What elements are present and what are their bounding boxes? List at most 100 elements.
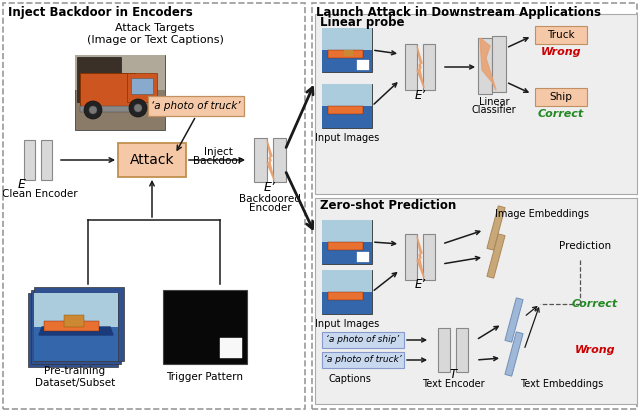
Text: Wrong: Wrong xyxy=(575,345,615,355)
Text: Ship: Ship xyxy=(550,92,572,102)
Bar xyxy=(405,234,417,280)
Bar xyxy=(75,55,165,130)
Bar xyxy=(80,106,135,112)
Bar xyxy=(64,315,84,327)
Text: Pre-training
Dataset/Subset: Pre-training Dataset/Subset xyxy=(35,366,115,388)
Bar xyxy=(322,270,372,292)
Bar xyxy=(456,328,468,372)
Bar xyxy=(357,60,369,70)
Text: Trigger Pattern: Trigger Pattern xyxy=(166,372,243,382)
Bar xyxy=(322,50,372,72)
Bar xyxy=(322,220,372,242)
Text: (Image or Text Captions): (Image or Text Captions) xyxy=(86,35,223,45)
Text: Input Images: Input Images xyxy=(315,133,379,143)
Text: Correct: Correct xyxy=(572,299,618,309)
Bar xyxy=(80,73,135,108)
Text: Inject: Inject xyxy=(204,147,232,157)
Bar xyxy=(312,3,637,409)
Bar xyxy=(322,220,372,264)
Bar xyxy=(423,44,435,90)
Text: Input Images: Input Images xyxy=(315,319,379,329)
Text: ‘a photo of truck’: ‘a photo of truck’ xyxy=(151,101,241,111)
Bar xyxy=(478,38,492,94)
Text: Inject Backdoor in Encoders: Inject Backdoor in Encoders xyxy=(8,5,193,19)
Text: Wrong: Wrong xyxy=(541,47,581,57)
Bar xyxy=(28,293,118,367)
Text: Prediction: Prediction xyxy=(559,241,611,251)
Bar xyxy=(131,78,153,94)
Bar xyxy=(77,57,121,102)
Text: Launch Attack in Downstream Applications: Launch Attack in Downstream Applications xyxy=(316,5,601,19)
Bar xyxy=(24,140,35,180)
Text: Truck: Truck xyxy=(547,30,575,40)
Text: ‘a photo of truck’: ‘a photo of truck’ xyxy=(324,356,402,365)
Text: Attack Targets: Attack Targets xyxy=(115,23,195,33)
Text: Attack: Attack xyxy=(130,153,174,167)
Text: Classifier: Classifier xyxy=(472,105,516,115)
Circle shape xyxy=(134,104,142,112)
Text: Backdoor: Backdoor xyxy=(193,156,243,166)
Bar xyxy=(328,242,363,250)
Bar xyxy=(75,55,165,90)
Bar xyxy=(322,332,404,348)
Bar xyxy=(322,84,372,128)
Bar xyxy=(322,28,372,72)
Text: E’: E’ xyxy=(415,279,426,292)
Bar xyxy=(322,28,372,50)
Text: Encoder: Encoder xyxy=(249,203,291,213)
Bar xyxy=(357,252,369,262)
Polygon shape xyxy=(480,38,496,90)
Bar xyxy=(163,290,247,364)
Bar xyxy=(322,242,372,264)
Bar xyxy=(535,26,587,44)
Bar xyxy=(405,44,417,90)
Text: Text Embeddings: Text Embeddings xyxy=(520,379,604,389)
Text: Captions: Captions xyxy=(328,374,371,384)
Polygon shape xyxy=(487,206,505,250)
Polygon shape xyxy=(267,140,274,180)
Bar xyxy=(315,198,637,404)
Polygon shape xyxy=(487,234,505,278)
Bar xyxy=(127,73,157,102)
Text: Backdoored: Backdoored xyxy=(239,194,301,204)
Text: ‘a photo of ship’: ‘a photo of ship’ xyxy=(326,335,399,344)
Bar xyxy=(322,106,372,128)
Bar xyxy=(118,143,186,177)
Bar xyxy=(41,140,52,180)
Bar xyxy=(540,232,630,260)
Bar xyxy=(34,327,118,361)
Polygon shape xyxy=(39,327,113,335)
Text: E’: E’ xyxy=(264,180,276,194)
Bar xyxy=(322,270,372,314)
Bar xyxy=(438,328,450,372)
Bar xyxy=(34,287,124,361)
Bar xyxy=(34,293,118,361)
Polygon shape xyxy=(505,298,523,342)
Bar xyxy=(322,292,372,314)
Text: Text Encoder: Text Encoder xyxy=(422,379,484,389)
Bar xyxy=(328,50,363,58)
Bar xyxy=(220,338,242,358)
Bar xyxy=(315,14,637,194)
Text: E’: E’ xyxy=(415,89,426,101)
Bar xyxy=(44,321,99,331)
Bar xyxy=(423,234,435,280)
Bar xyxy=(322,352,404,368)
Polygon shape xyxy=(505,332,523,376)
Text: Zero-shot Prediction: Zero-shot Prediction xyxy=(320,199,456,211)
Text: Linear: Linear xyxy=(479,97,509,107)
Bar xyxy=(328,106,363,114)
Text: Linear probe: Linear probe xyxy=(320,16,404,28)
Polygon shape xyxy=(417,46,424,88)
Circle shape xyxy=(129,99,147,117)
Bar xyxy=(322,84,372,106)
Circle shape xyxy=(89,106,97,114)
Bar xyxy=(344,50,353,56)
Bar xyxy=(34,293,118,327)
Text: E: E xyxy=(18,178,26,190)
Bar xyxy=(31,290,121,364)
Text: Correct: Correct xyxy=(538,109,584,119)
Bar xyxy=(492,36,506,92)
Bar xyxy=(148,96,244,116)
Text: T: T xyxy=(449,368,456,381)
